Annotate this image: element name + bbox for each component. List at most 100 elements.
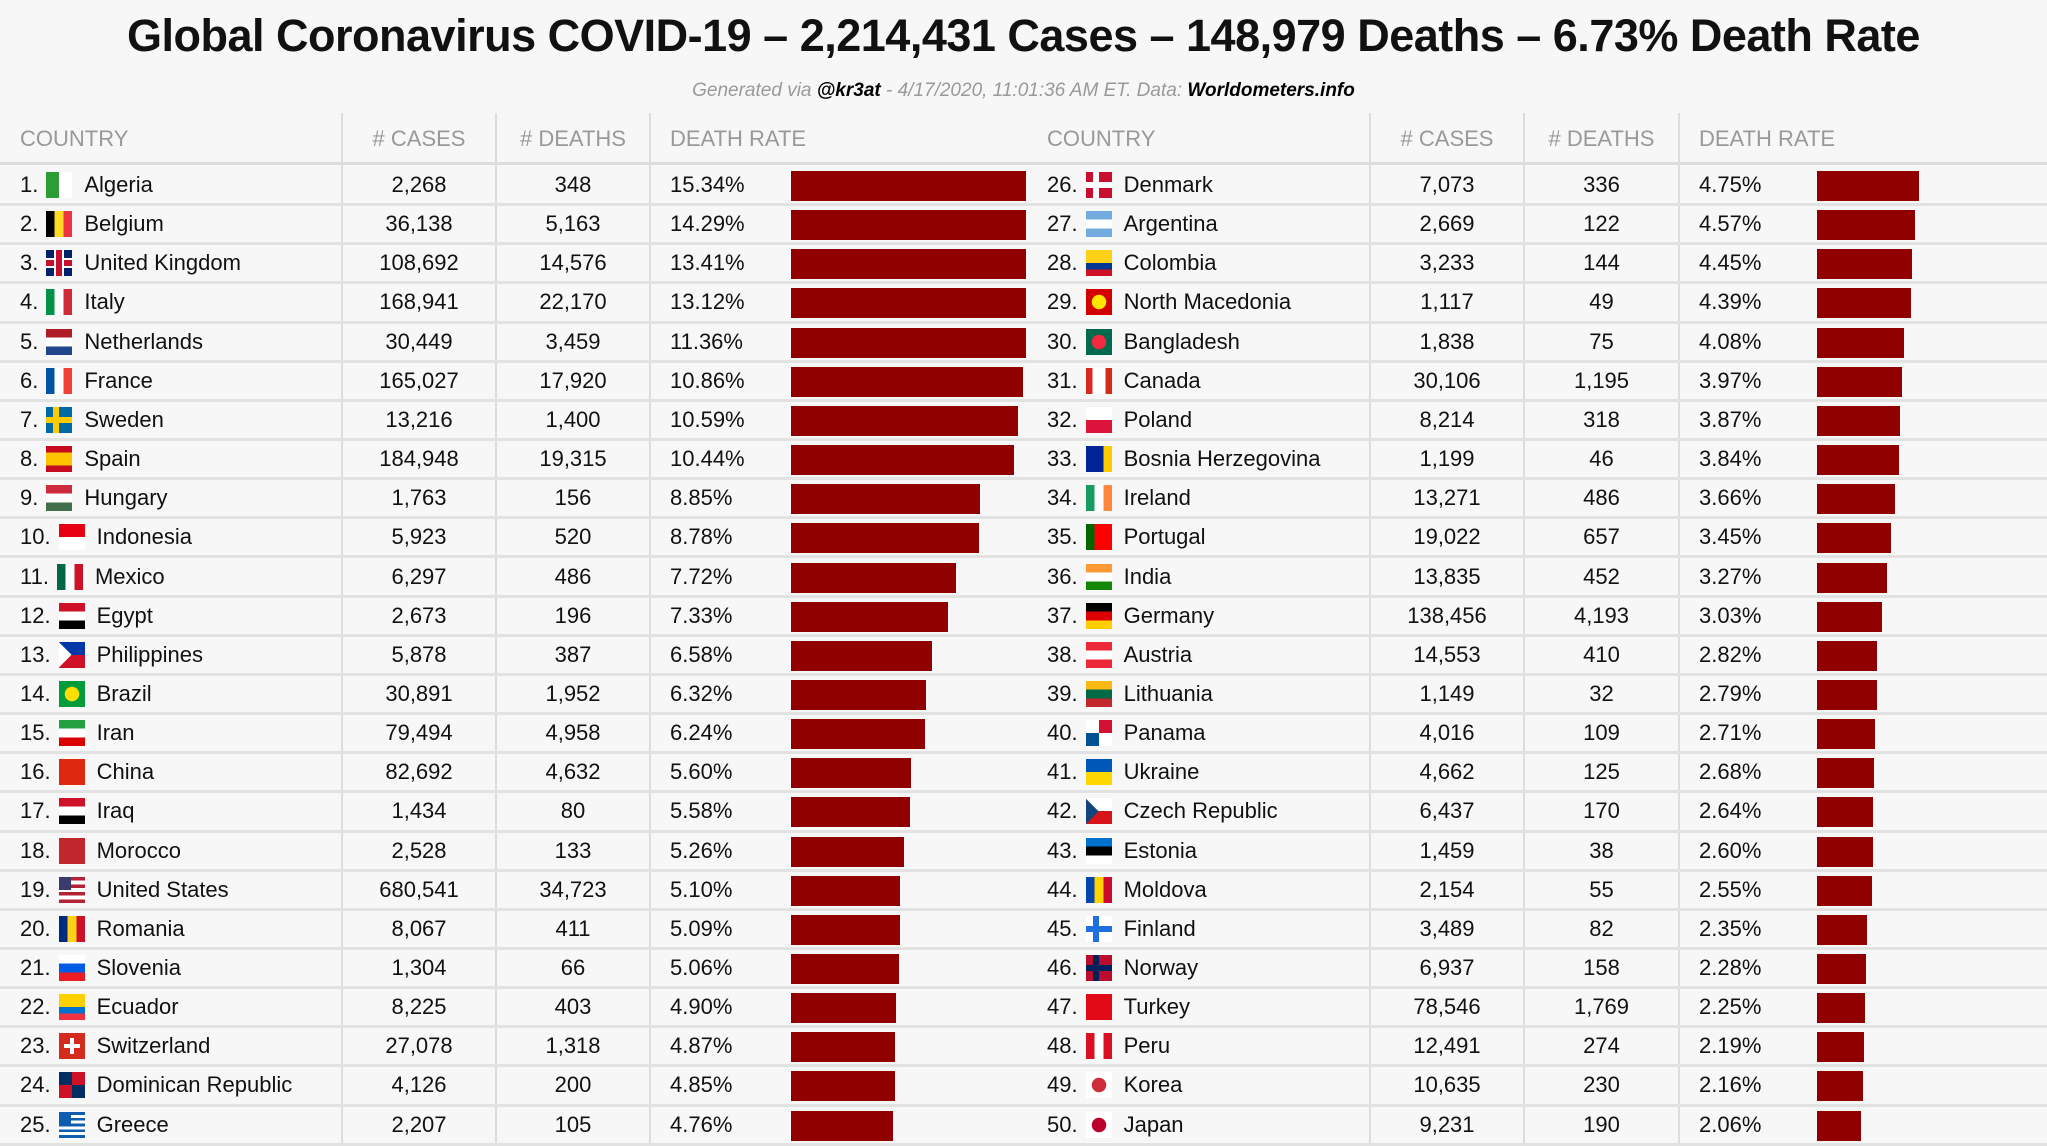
header-rate[interactable]: DEATH RATE <box>1699 126 1836 151</box>
rank-number: 45. <box>1047 915 1078 941</box>
table-row: 22. Ecuador 8,225 403 4.90% <box>0 989 1027 1029</box>
death-rate-value: 2.82% <box>1699 641 1762 667</box>
rank-number: 49. <box>1047 1072 1078 1098</box>
flag-icon <box>46 250 73 277</box>
table-row: 1. Algeria 2,268 348 15.34% <box>0 167 1027 207</box>
death-rate-value: 2.55% <box>1699 876 1762 902</box>
deaths-value: 1,318 <box>545 1033 601 1059</box>
death-rate-value: 4.90% <box>670 994 733 1020</box>
death-rate-bar <box>1817 171 1919 201</box>
death-rate-bar <box>791 562 957 593</box>
country-name: Colombia <box>1123 250 1217 276</box>
death-rate-bar <box>1817 719 1875 750</box>
country-name: Sweden <box>84 406 164 432</box>
column-divider <box>1678 113 1680 1145</box>
table-row: 13. Philippines 5,878 387 6.58% <box>0 637 1027 676</box>
country-cell: 45. Finland <box>1027 911 1370 947</box>
death-rate-value: 3.66% <box>1699 485 1762 511</box>
country-name: Lithuania <box>1123 680 1213 706</box>
deaths-value: 34,723 <box>539 876 607 902</box>
country-cell: 34. Ireland <box>1027 480 1370 516</box>
table-row: 27. Argentina 2,669 122 4.57% <box>1027 206 2047 246</box>
country-name: Germany <box>1123 602 1215 628</box>
header-rate[interactable]: DEATH RATE <box>670 126 807 151</box>
deaths-value: 486 <box>1583 485 1620 511</box>
table-row: 35. Portugal 19,022 657 3.45% <box>1027 519 2047 559</box>
death-rate-bar <box>1817 914 1868 945</box>
country-cell: 38. Austria <box>1027 637 1370 673</box>
cases-value: 6,297 <box>391 563 447 589</box>
country-name: Japan <box>1123 1111 1184 1137</box>
header-country[interactable]: COUNTRY <box>1047 126 1156 151</box>
country-name: Slovenia <box>96 955 181 980</box>
table-row: 33. Bosnia Herzegovina 1,199 46 3.84% <box>1027 441 2047 481</box>
rank-number: 9. <box>20 485 39 511</box>
rank-number: 21. <box>20 955 51 980</box>
country-name: Algeria <box>84 172 153 197</box>
flag-icon <box>1085 955 1112 981</box>
deaths-value: 49 <box>1589 289 1614 315</box>
country-cell: 9. Hungary <box>0 480 342 516</box>
country-name: Poland <box>1123 406 1193 432</box>
header-country[interactable]: COUNTRY <box>20 126 129 151</box>
country-cell: 40. Panama <box>1027 715 1370 751</box>
deaths-value: 38 <box>1589 837 1614 863</box>
deaths-value: 274 <box>1583 1033 1620 1059</box>
death-rate-value: 2.16% <box>1699 1072 1762 1098</box>
country-name: Italy <box>84 289 125 315</box>
cases-value: 9,231 <box>1419 1111 1475 1137</box>
rank-number: 36. <box>1047 563 1078 589</box>
cases-value: 12,491 <box>1413 1033 1481 1059</box>
flag-icon <box>58 955 85 981</box>
rank-number: 3. <box>20 250 39 276</box>
deaths-value: 1,769 <box>1573 994 1630 1020</box>
flag-icon <box>1085 328 1112 355</box>
death-rate-bar <box>1817 1110 1862 1141</box>
cases-value: 13,835 <box>1413 563 1481 589</box>
country-cell: 43. Estonia <box>1027 833 1370 869</box>
header-deaths[interactable]: # DEATHS <box>1548 126 1655 151</box>
table-row: 39. Lithuania 1,149 32 2.79% <box>1027 676 2047 716</box>
death-rate-value: 5.26% <box>670 837 733 863</box>
deaths-value: 486 <box>554 563 592 589</box>
country-name: Czech Republic <box>1123 798 1278 824</box>
table-row: 14. Brazil 30,891 1,952 6.32% <box>0 676 1027 716</box>
death-rate-bar <box>791 679 927 710</box>
deaths-value: 520 <box>554 524 592 550</box>
deaths-value: 4,958 <box>545 720 601 746</box>
column-divider <box>649 113 651 1145</box>
rank-number: 32. <box>1047 406 1078 432</box>
rank-number: 48. <box>1047 1033 1078 1059</box>
table-row: 20. Romania 8,067 411 5.09% <box>0 911 1027 950</box>
table-header: COUNTRY # CASES # DEATHS DEATH RATE <box>0 113 1027 165</box>
table-row: 46. Norway 6,937 158 2.28% <box>1027 950 2047 990</box>
table-row: 45. Finland 3,489 82 2.35% <box>1027 911 2047 950</box>
table-row: 21. Slovenia 1,304 66 5.06% <box>0 950 1027 990</box>
cases-value: 2,528 <box>391 837 447 863</box>
rank-number: 20. <box>20 915 51 941</box>
death-rate-value: 4.08% <box>1699 328 1762 354</box>
cases-value: 82,692 <box>385 759 453 785</box>
country-name: Denmark <box>1123 172 1213 197</box>
data-source: Worldometers.info <box>1187 80 1355 101</box>
deaths-value: 336 <box>1583 172 1620 197</box>
header-deaths[interactable]: # DEATHS <box>520 126 626 151</box>
death-rate-bar <box>1817 679 1877 710</box>
flag-icon <box>1085 446 1112 473</box>
table-row: 24. Dominican Republic 4,126 200 4.85% <box>0 1067 1027 1107</box>
country-cell: 49. Korea <box>1027 1067 1370 1103</box>
death-rate-value: 2.19% <box>1699 1033 1762 1059</box>
header-cases[interactable]: # CASES <box>1400 126 1494 151</box>
rank-number: 31. <box>1047 367 1078 393</box>
country-cell: 46. Norway <box>1027 950 1370 986</box>
deaths-value: 387 <box>554 641 592 667</box>
country-name: Iran <box>96 720 135 746</box>
header-cases[interactable]: # CASES <box>372 126 466 151</box>
table-row: 2. Belgium 36,138 5,163 14.29% <box>0 206 1027 246</box>
deaths-value: 105 <box>554 1111 592 1137</box>
death-rate-value: 4.85% <box>670 1072 733 1098</box>
death-rate-bar <box>1817 640 1878 671</box>
country-cell: 31. Canada <box>1027 363 1370 399</box>
death-rate-bar <box>1817 327 1905 358</box>
death-rate-bar <box>791 484 981 515</box>
